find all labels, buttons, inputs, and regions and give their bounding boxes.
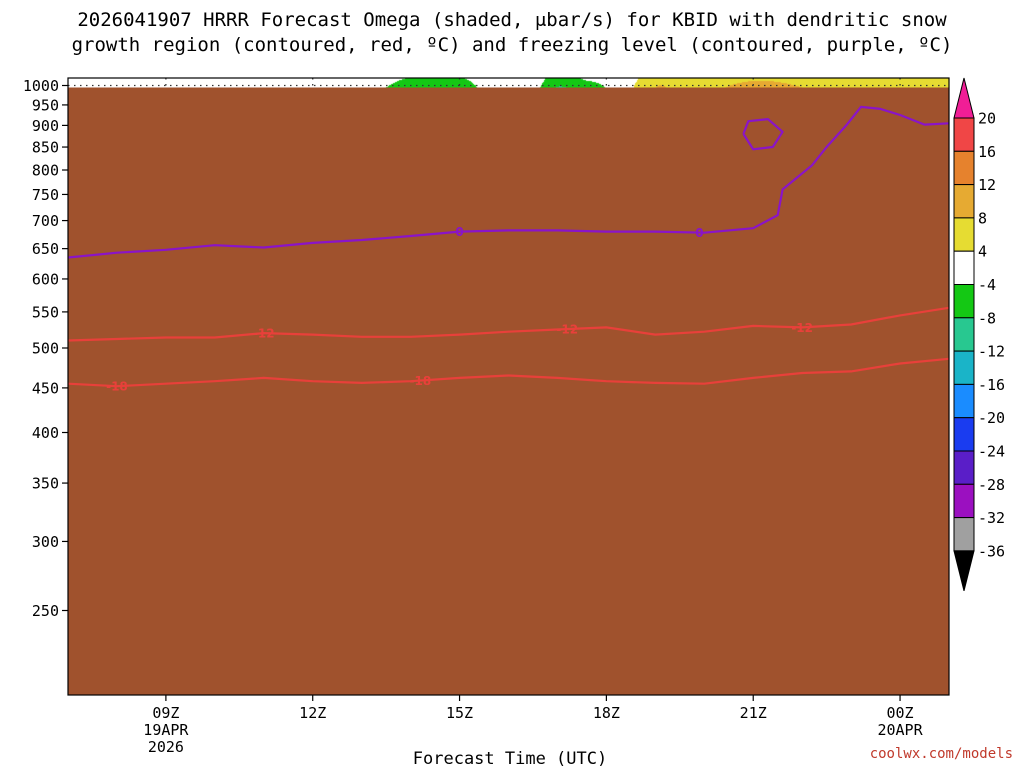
y-tick-label-400: 400 bbox=[32, 424, 59, 442]
colorbar-label: -36 bbox=[978, 542, 1005, 560]
dgz-contour-label: -12 bbox=[253, 327, 275, 341]
colorbar-label: 12 bbox=[978, 176, 996, 194]
colorbar-swatch-5 bbox=[953, 284, 975, 319]
x-tick-label-20APR: 20APR bbox=[877, 721, 923, 739]
colorbar-label: -16 bbox=[978, 376, 1005, 394]
plot-area: -18 -18 -12 -12 -12 0 0 bbox=[68, 78, 949, 695]
colorbar: 20 16 12 8 4 -4 -8 -12 -16 -20 -24 -28 -32 -36 bbox=[953, 77, 1005, 592]
colorbar-swatch-1 bbox=[953, 150, 975, 186]
freezing-contour-1 bbox=[742, 118, 784, 151]
y-tick-label-850: 850 bbox=[32, 139, 59, 157]
y-tick-label-450: 450 bbox=[32, 379, 59, 397]
x-tick-label-2026: 2026 bbox=[148, 738, 184, 756]
colorbar-label: 16 bbox=[978, 143, 996, 161]
y-tick-label-650: 650 bbox=[32, 240, 59, 258]
y-tick-label-1000: 1000 bbox=[23, 77, 59, 95]
y-tick-label-300: 300 bbox=[32, 533, 59, 551]
y-tick-label-500: 500 bbox=[32, 339, 59, 357]
y-tick-label-900: 900 bbox=[32, 117, 59, 135]
y-axis: 250 300 350 400 450 500 550 600 650 700 750 800 850 9… bbox=[23, 77, 68, 620]
ground-surface bbox=[68, 87, 949, 695]
freezing-contour-0 bbox=[68, 105, 949, 259]
colorbar-label: 8 bbox=[978, 209, 987, 227]
colorbar-label: 20 bbox=[978, 110, 996, 128]
y-tick-label-750: 750 bbox=[32, 186, 59, 204]
y-tick-label-800: 800 bbox=[32, 162, 59, 180]
x-axis-label: Forecast Time (UTC) bbox=[413, 749, 607, 768]
credit-text: coolwx.com/models bbox=[870, 746, 1013, 762]
y-tick-label-700: 700 bbox=[32, 212, 59, 230]
colorbar-swatch-11 bbox=[953, 483, 975, 519]
colorbar-swatch-8 bbox=[953, 383, 975, 419]
y-tick-label-250: 250 bbox=[32, 602, 59, 620]
y-tick-label-600: 600 bbox=[32, 270, 59, 288]
contour-lines: -18 -18 -12 -12 -12 0 0 bbox=[68, 105, 949, 394]
x-tick-label-18Z: 18Z bbox=[593, 704, 620, 722]
chart-title-line1: 2026041907 HRRR Forecast Omega (shaded, … bbox=[77, 9, 947, 31]
colorbar-label: -28 bbox=[978, 476, 1005, 494]
colorbar-top-arrow bbox=[953, 77, 975, 119]
x-tick-label-19APR: 19APR bbox=[143, 721, 189, 739]
plot-frame bbox=[67, 77, 950, 696]
x-tick-label-09Z: 09Z bbox=[152, 704, 179, 722]
dgz-contour-label: -12 bbox=[791, 321, 813, 335]
dgz-contour--12 bbox=[68, 306, 949, 342]
colorbar-label: -4 bbox=[978, 276, 996, 294]
freezing-contour-label: 0 bbox=[455, 225, 463, 239]
freezing-contour-label: 0 bbox=[695, 226, 703, 240]
colorbar-swatch-0 bbox=[953, 117, 975, 152]
colorbar-swatch-4 bbox=[953, 250, 975, 285]
x-tick-label-12Z: 12Z bbox=[299, 704, 326, 722]
colorbar-label: -20 bbox=[978, 409, 1005, 427]
x-tick-label-21Z: 21Z bbox=[740, 704, 767, 722]
dgz-contour-label: -18 bbox=[106, 380, 128, 394]
colorbar-swatch-3 bbox=[953, 217, 975, 252]
colorbar-swatch-7 bbox=[953, 350, 975, 385]
colorbar-swatch-6 bbox=[953, 317, 975, 352]
colorbar-swatch-2 bbox=[953, 184, 975, 219]
colorbar-label: -32 bbox=[978, 509, 1005, 527]
chart-title-line2: growth region (contoured, red, ºC) and f… bbox=[72, 34, 953, 56]
colorbar-swatch-12 bbox=[953, 517, 975, 552]
colorbar-swatch-9 bbox=[953, 417, 975, 452]
y-tick-label-550: 550 bbox=[32, 303, 59, 321]
dgz-contour-label: -12 bbox=[556, 323, 578, 337]
colorbar-label: -12 bbox=[978, 343, 1005, 361]
colorbar-label: 4 bbox=[978, 243, 987, 261]
x-tick-label-15Z: 15Z bbox=[446, 704, 473, 722]
colorbar-label: -8 bbox=[978, 309, 996, 327]
dgz-contour--18 bbox=[68, 357, 949, 388]
x-tick-label-00Z: 00Z bbox=[887, 704, 914, 722]
colorbar-label: -24 bbox=[978, 443, 1005, 461]
dgz-contour-label: -18 bbox=[410, 374, 432, 388]
y-tick-label-950: 950 bbox=[32, 96, 59, 114]
colorbar-swatch-10 bbox=[953, 450, 975, 485]
colorbar-bottom-arrow bbox=[953, 550, 975, 592]
y-tick-label-350: 350 bbox=[32, 475, 59, 493]
